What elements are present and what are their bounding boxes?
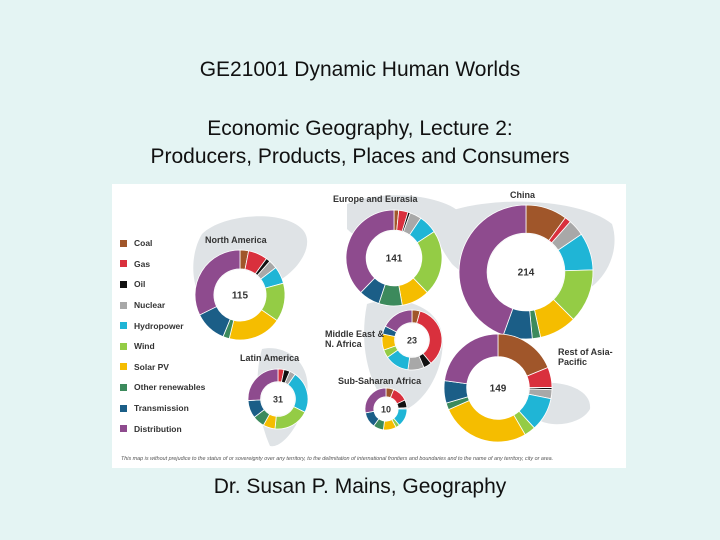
legend-item: Coal (120, 233, 205, 254)
regional-donut-charts (194, 204, 594, 443)
donut-slice (247, 368, 279, 401)
donut-hole (374, 397, 398, 421)
legend-label: Transmission (134, 403, 189, 414)
donut-total-label: 31 (273, 395, 283, 405)
slide-subtitle-line-1: Economic Geography, Lecture 2: (207, 117, 513, 140)
legend-item: Nuclear (120, 295, 205, 316)
slide-title: GE21001 Dynamic Human Worlds (199, 58, 521, 81)
legend-swatch (120, 425, 127, 433)
legend-item: Gas (120, 254, 205, 275)
donut-hole (467, 357, 529, 419)
legend-label: Coal (134, 238, 153, 249)
legend-swatch (120, 383, 127, 391)
legend-item: Distribution (120, 418, 205, 439)
donut-slice (194, 249, 241, 316)
legend-item: Wind (120, 336, 205, 357)
legend-swatch (120, 280, 127, 288)
legend-label: Distribution (134, 423, 182, 434)
slide-subtitle-line-2: Producers, Products, Places and Consumer… (150, 145, 570, 168)
region-label-middle-east: Middle East & N. Africa (325, 329, 385, 349)
donut-total-label: 214 (518, 268, 535, 279)
legend-item: Hydropower (120, 315, 205, 336)
donut-chart-map: 141 214 115 23 31 149 10 (193, 195, 615, 447)
donut-slice (384, 309, 413, 333)
region-label-china: China (510, 190, 536, 200)
legend-label: Solar PV (134, 361, 169, 372)
legend-swatch (120, 363, 127, 371)
legend-swatch (120, 404, 127, 412)
region-label-sub-saharan-africa: Sub-Saharan Africa (338, 376, 422, 386)
legend-label: Nuclear (134, 300, 166, 311)
legend-item: Other renewables (120, 377, 205, 398)
donut-hole (395, 323, 429, 357)
donut-slice (364, 387, 387, 414)
donut-total-label: 10 (381, 405, 391, 415)
legend-item: Solar PV (120, 357, 205, 378)
legend-item: Oil (120, 274, 205, 295)
donut-total-label: 115 (232, 291, 249, 302)
donut-hole (214, 269, 266, 321)
donut-total-label: 149 (490, 384, 507, 395)
region-label-rest-asia-pacific: Rest of Asia-Pacific (558, 347, 613, 367)
region-label-latin-america: Latin America (240, 353, 300, 363)
legend-item: Transmission (120, 398, 205, 419)
legend-label: Oil (134, 279, 146, 290)
legend-swatch (120, 342, 127, 350)
legend-swatch (120, 260, 127, 268)
region-label-north-america: North America (205, 235, 267, 245)
donut-slice (444, 333, 499, 385)
donut-slice (458, 204, 527, 336)
author-credit: Dr. Susan P. Mains, Geography (213, 475, 507, 498)
legend-swatch (120, 301, 127, 309)
map-disclaimer: This map is without prejudice to the sta… (121, 456, 554, 462)
chart-legend: Coal Gas Oil Nuclear Hydropower Wind Solar PV O… (120, 233, 205, 439)
legend-swatch (120, 239, 127, 247)
investment-map-figure: 141 214 115 23 31 149 10 Coal Gas Oil Nuclear Hydr… (112, 184, 626, 468)
donut-total-label: 23 (407, 336, 417, 346)
region-label-europe-eurasia: Europe and Eurasia (333, 194, 418, 204)
legend-label: Wind (134, 341, 155, 352)
legend-label: Gas (134, 258, 151, 269)
donut-hole (487, 233, 565, 311)
donut-total-label: 141 (386, 254, 403, 265)
regional-total-labels: 141 214 115 23 31 149 10 (232, 254, 535, 415)
legend-label: Other renewables (134, 382, 206, 393)
legend-swatch (120, 322, 127, 330)
legend-label: Hydropower (134, 320, 184, 331)
donut-hole (366, 230, 422, 286)
donut-slice (345, 209, 395, 294)
donut-hole (261, 382, 295, 416)
